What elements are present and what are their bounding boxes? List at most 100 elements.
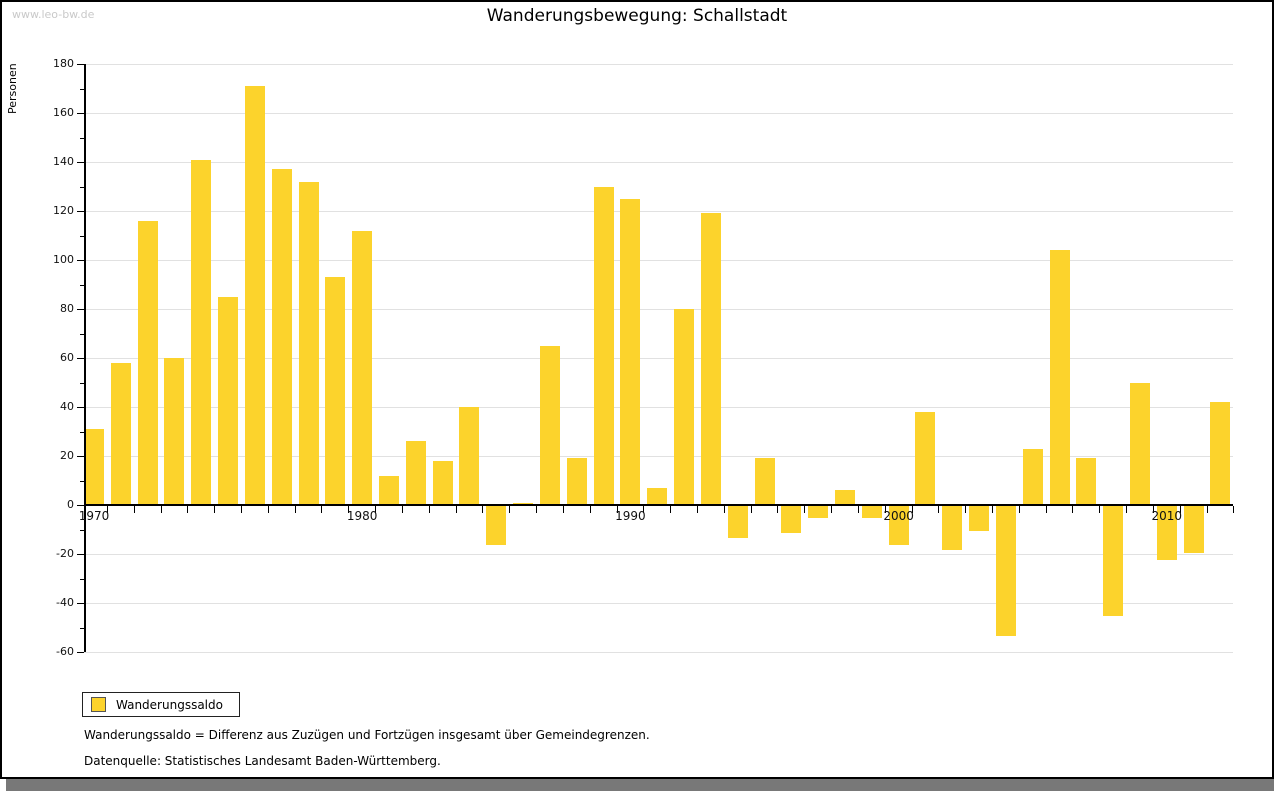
x-tick-24: [723, 506, 725, 513]
y-tick-60: [77, 358, 84, 359]
x-tick-28: [831, 506, 833, 513]
gridline-20: [84, 456, 1233, 457]
x-tick-7: [267, 506, 269, 513]
x-tick-29: [857, 506, 859, 513]
x-axis-label-2000: 2000: [883, 509, 914, 523]
gridline-180: [84, 64, 1233, 65]
y-tick-140: [77, 162, 84, 163]
y-axis-title: Personen: [6, 63, 19, 114]
x-tick-2: [133, 506, 135, 513]
x-axis-label-1970: 1970: [78, 509, 110, 523]
y-tick-70: [80, 333, 84, 335]
y-tick-170: [80, 88, 84, 90]
y-tick-80: [77, 309, 84, 310]
x-tick-9: [321, 506, 323, 513]
gridline-140: [84, 162, 1233, 163]
x-tick-33: [965, 506, 967, 513]
y-tick-label-60: 60: [60, 351, 74, 364]
y-tick-40: [77, 407, 84, 408]
y-tick-label--60: -60: [56, 645, 74, 658]
x-tick-34: [991, 506, 993, 513]
bar-1992: [674, 309, 695, 505]
bar-1976: [244, 86, 265, 505]
bar-1978: [298, 181, 319, 505]
bar-2006: [1049, 250, 1070, 505]
bar-2010: [1156, 506, 1177, 560]
x-tick-17: [536, 506, 538, 513]
x-tick-38: [1099, 506, 1101, 513]
y-tick-label-140: 140: [53, 155, 74, 168]
x-tick-21: [643, 506, 645, 513]
x-tick-39: [1126, 506, 1128, 513]
x-axis-line: [84, 504, 1233, 506]
x-tick-18: [562, 506, 564, 513]
bar-1975: [218, 296, 239, 505]
x-axis-label-1980: 1980: [346, 509, 378, 523]
gridline--40: [84, 603, 1233, 604]
bar-2002: [942, 506, 963, 551]
x-tick-23: [696, 506, 698, 513]
x-tick-16: [509, 506, 511, 513]
x-tick-37: [1072, 506, 1074, 513]
bar-1999: [861, 506, 882, 519]
y-axis-line: [84, 64, 86, 652]
y-tick-110: [80, 235, 84, 237]
gridline-120: [84, 211, 1233, 212]
gridline-40: [84, 407, 1233, 408]
bar-1994: [727, 506, 748, 538]
x-tick-11: [375, 506, 377, 513]
bar-1983: [432, 460, 453, 505]
bar-1986: [513, 502, 534, 505]
bar-2001: [915, 411, 936, 505]
y-tick-label-40: 40: [60, 400, 74, 413]
y-tick-90: [80, 284, 84, 286]
y-tick--50: [80, 627, 84, 629]
gridline-60: [84, 358, 1233, 359]
gridline--20: [84, 554, 1233, 555]
y-tick--30: [80, 578, 84, 580]
x-tick-25: [750, 506, 752, 513]
x-tick-40: [1152, 506, 1154, 513]
y-tick-label--40: -40: [56, 596, 74, 609]
y-tick-130: [80, 186, 84, 188]
y-tick-label-0: 0: [67, 498, 74, 511]
bar-1971: [110, 362, 131, 505]
x-tick-42: [1206, 506, 1208, 513]
bar-1993: [700, 213, 721, 505]
y-tick-100: [77, 260, 84, 261]
gridline-100: [84, 260, 1233, 261]
legend-label: Wanderungssaldo: [116, 697, 223, 712]
bar-1979: [325, 277, 346, 505]
x-tick-6: [241, 506, 243, 513]
footnote-source: Datenquelle: Statistisches Landesamt Bad…: [84, 754, 441, 768]
gridline-80: [84, 309, 1233, 310]
bar-1977: [271, 169, 292, 505]
bar-2004: [995, 506, 1016, 636]
x-tick-8: [294, 506, 296, 513]
x-tick-15: [482, 506, 484, 513]
bar-1970: [84, 429, 104, 505]
bar-1982: [405, 441, 426, 505]
bar-2008: [1103, 506, 1124, 617]
y-tick-0: [77, 505, 84, 506]
y-tick-label-20: 20: [60, 449, 74, 462]
bar-1995: [754, 458, 775, 505]
y-tick--60: [77, 652, 84, 653]
bar-2012: [1210, 402, 1231, 505]
bar-1989: [593, 186, 614, 505]
bar-1991: [647, 487, 668, 505]
y-tick-10: [80, 480, 84, 482]
y-tick-label-80: 80: [60, 302, 74, 315]
legend-swatch-wanderungssaldo: [91, 697, 106, 712]
watermark-leo-bw: www.leo-bw.de: [12, 8, 95, 21]
y-tick-label-180: 180: [53, 57, 74, 70]
y-tick-20: [77, 456, 84, 457]
x-tick-35: [1018, 506, 1020, 513]
y-tick-180: [77, 64, 84, 65]
chart-title: Wanderungsbewegung: Schallstadt: [486, 6, 788, 26]
bar-1980: [352, 230, 373, 505]
y-tick-120: [77, 211, 84, 212]
bar-1974: [191, 159, 212, 505]
bar-1998: [834, 490, 855, 505]
